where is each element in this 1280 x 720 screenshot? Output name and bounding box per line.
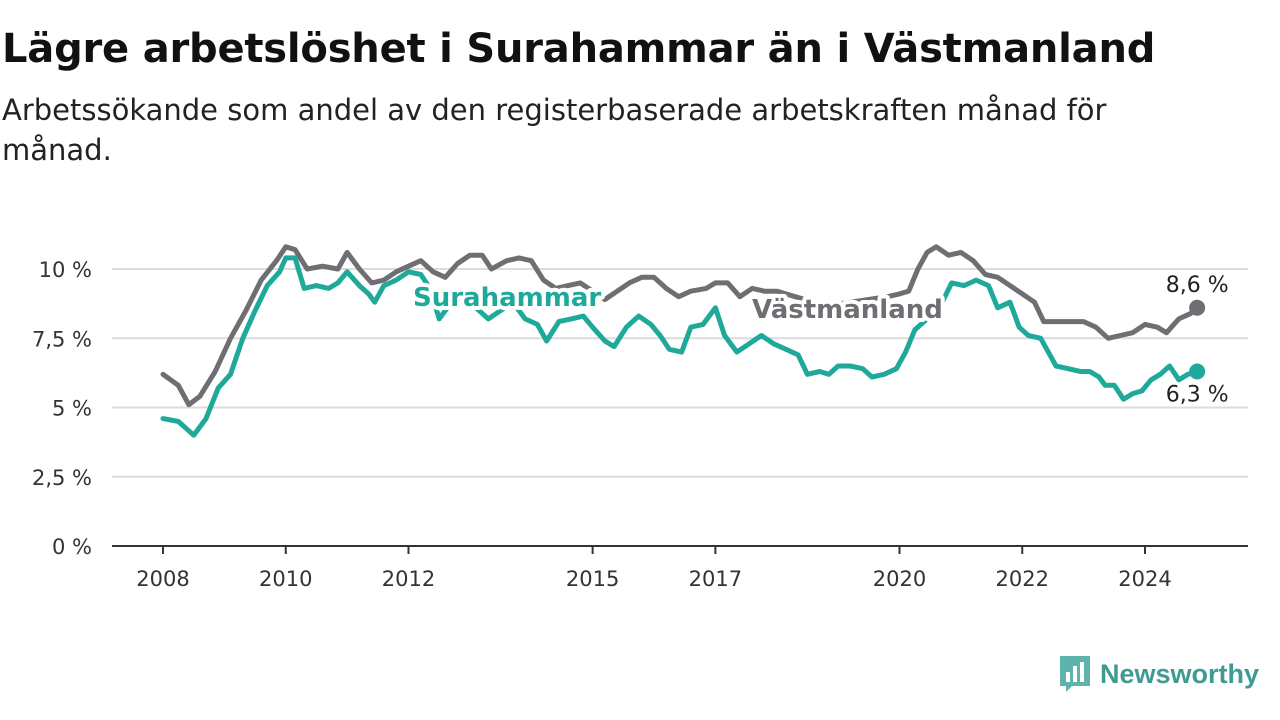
series-end-label-surahammar: 6,3 %: [1166, 382, 1229, 407]
y-tick-label: 2,5 %: [32, 466, 92, 490]
newsworthy-logo: Newsworthy: [1058, 654, 1259, 694]
x-tick-label: 2024: [1118, 567, 1171, 591]
x-tick-label: 2020: [873, 567, 926, 591]
chart-subtitle: Arbetssökande som andel av den registerb…: [2, 93, 1107, 167]
x-tick-label: 2015: [566, 567, 619, 591]
series-label-surahammar: Surahammar: [413, 283, 601, 313]
x-tick-label: 2017: [689, 567, 742, 591]
series-end-label-v-stmanland: 8,6 %: [1166, 273, 1229, 298]
x-tick-label: 2008: [136, 567, 189, 591]
x-tick-label: 2022: [996, 567, 1049, 591]
newsworthy-logo-text: Newsworthy: [1100, 658, 1260, 689]
y-tick-label: 5 %: [52, 397, 92, 421]
x-tick-label: 2012: [382, 567, 435, 591]
y-tick-label: 0 %: [52, 535, 92, 559]
series-line-v-stmanland: [160, 244, 1200, 408]
series-end-dot-surahammar: [1189, 363, 1206, 380]
y-tick-label: 7,5 %: [32, 327, 92, 351]
series-line-surahammar: [160, 255, 1200, 438]
series-end-dot-v-stmanland: [1189, 299, 1206, 316]
chart-title: Lägre arbetslöshet i Surahammar än i Väs…: [2, 26, 1156, 72]
newsworthy-logo-icon: [1060, 656, 1090, 692]
x-tick-label: 2010: [259, 567, 312, 591]
y-tick-label: 10 %: [39, 258, 92, 282]
series-label-vastmanland: Västmanland: [752, 295, 943, 325]
